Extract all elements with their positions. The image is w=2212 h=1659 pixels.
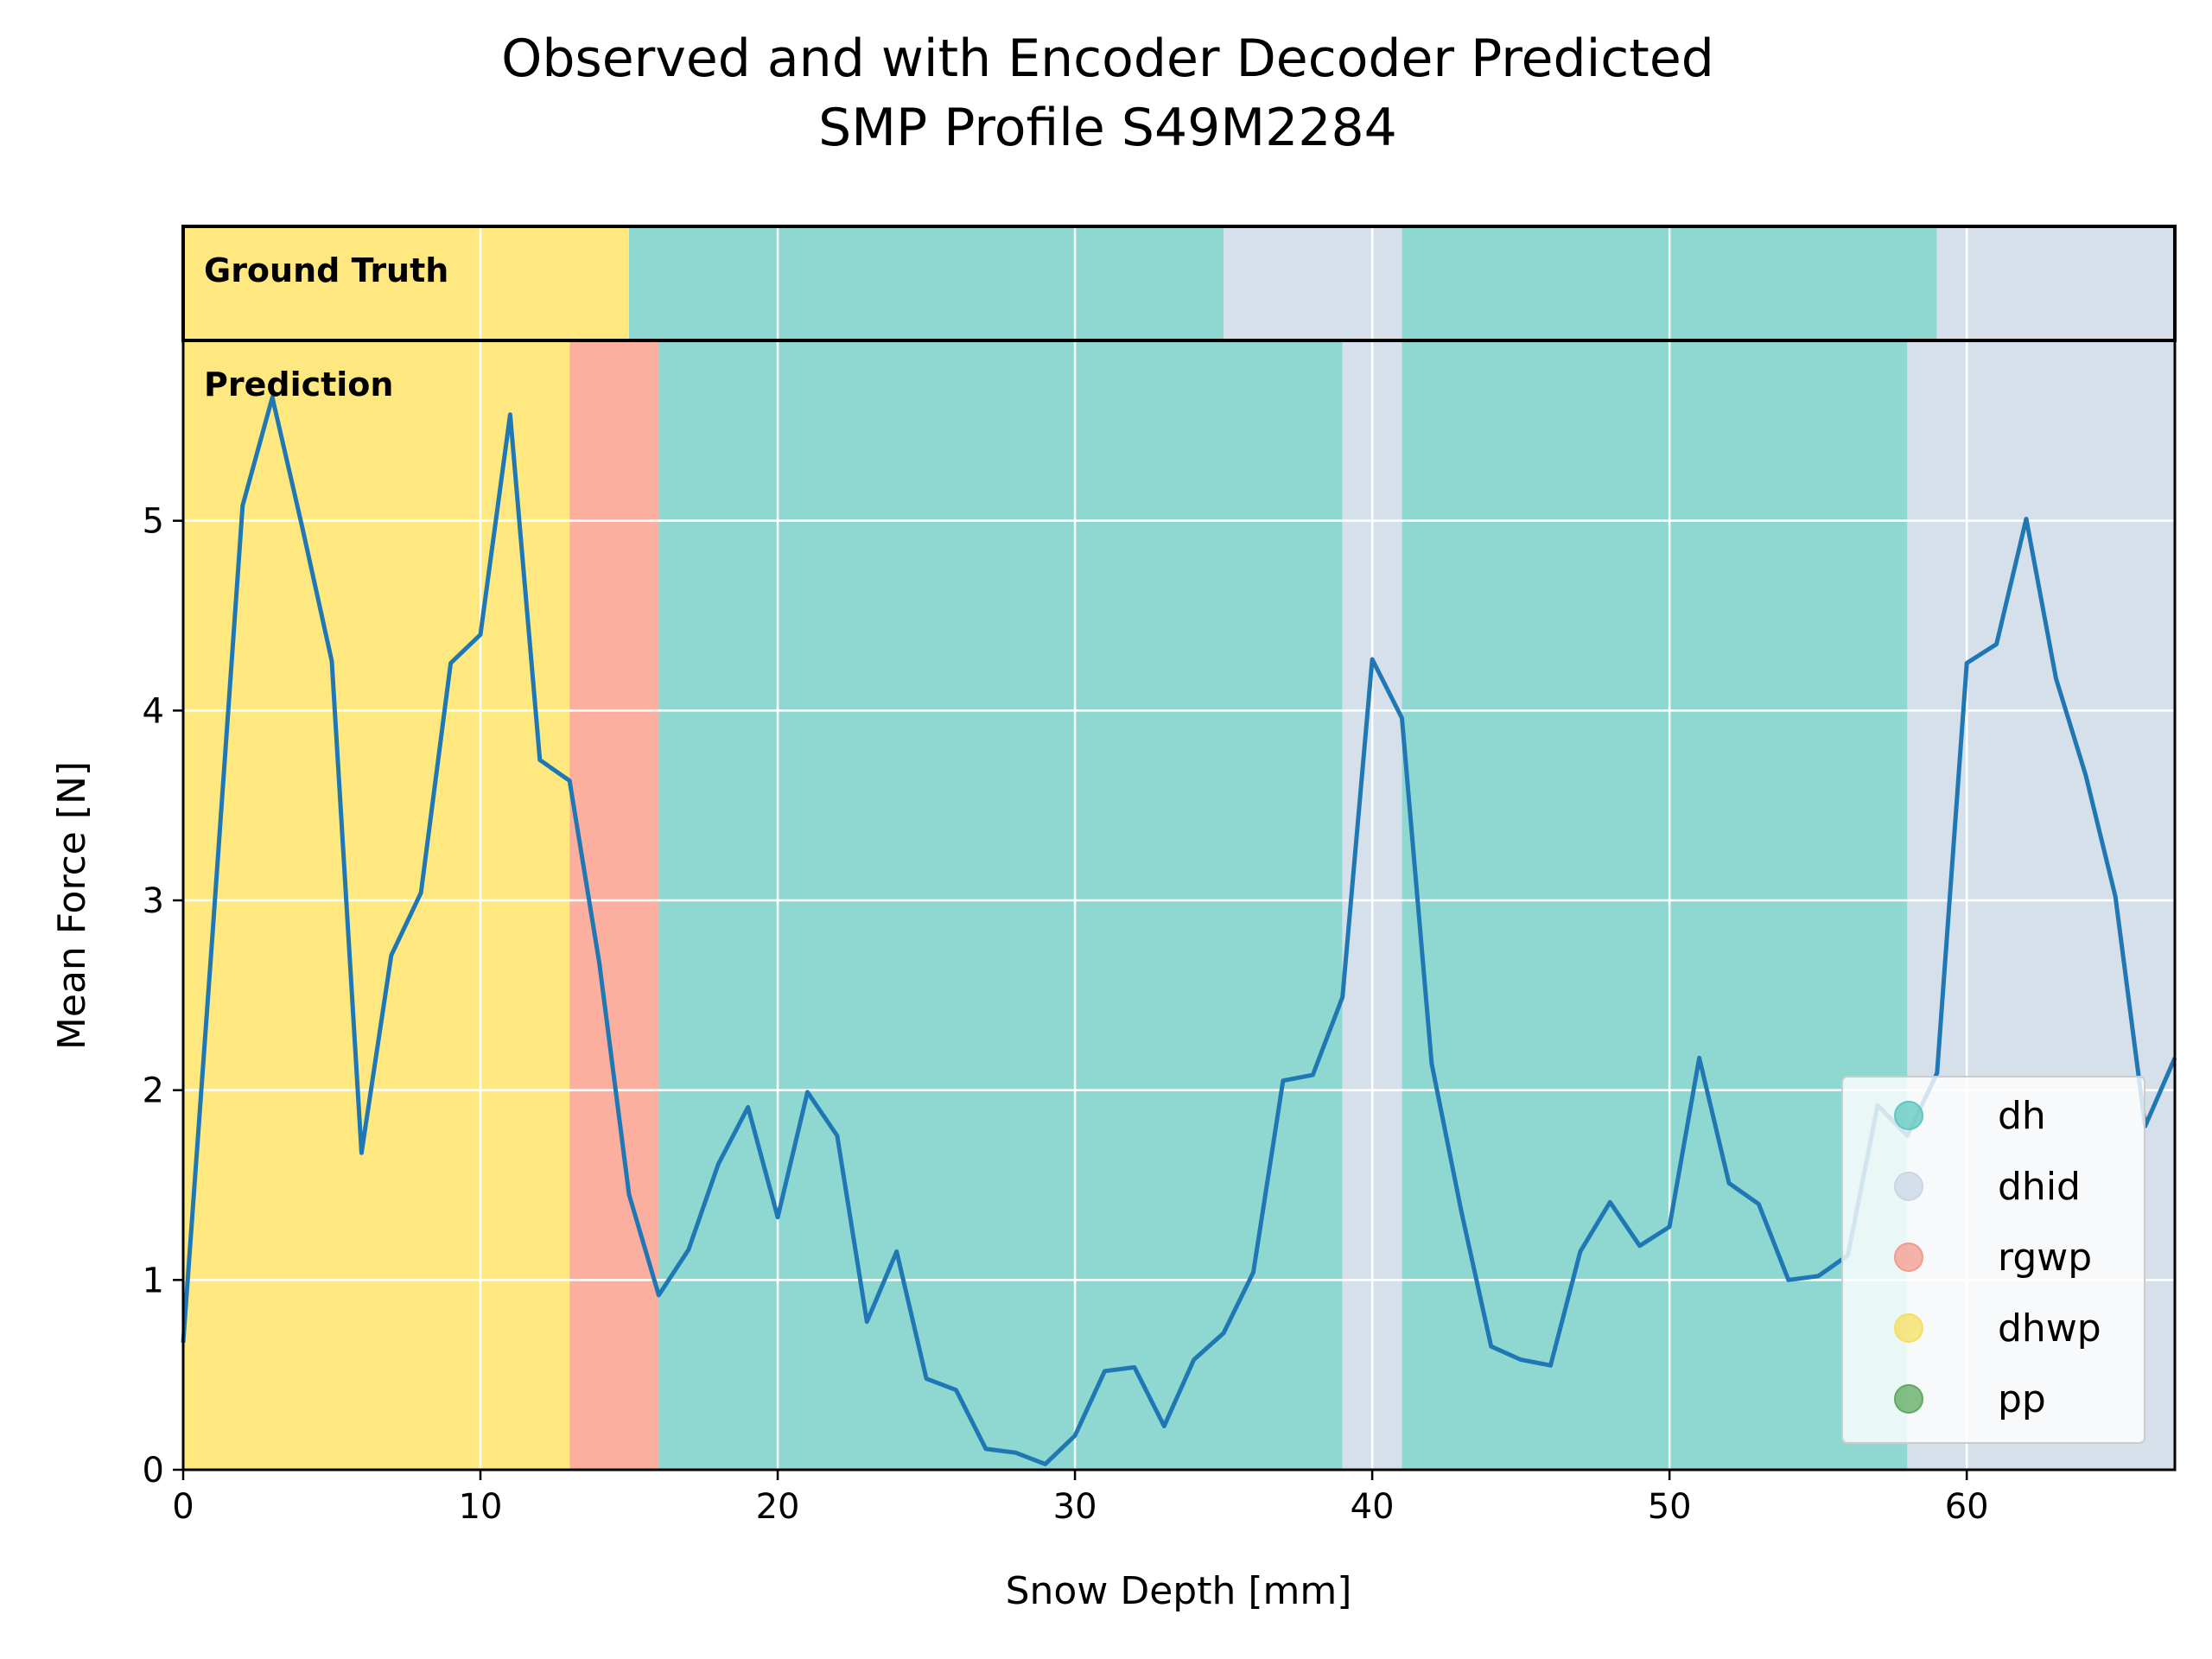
legend-label-dhwp: dhwp <box>1998 1306 2101 1351</box>
legend-marker-dhid <box>1894 1172 1923 1201</box>
legend-marker-dh <box>1894 1101 1923 1130</box>
ground-truth-segment-dhwp <box>183 226 630 340</box>
y-axis-label: Mean Force [N] <box>50 761 94 1050</box>
y-axis-ticks: 0 1 2 3 4 5 <box>143 502 183 1491</box>
ground-truth-segment-dh <box>629 226 1224 340</box>
x-tick-label: 10 <box>459 1487 503 1527</box>
legend-label-rgwp: rgwp <box>1998 1236 2092 1280</box>
grid-lines <box>181 226 2175 1471</box>
legend-label-dh: dh <box>1998 1094 2046 1138</box>
x-tick-label: 0 <box>172 1487 194 1527</box>
y-tick-label: 0 <box>143 1451 164 1491</box>
legend-box <box>1841 1076 2145 1444</box>
prediction-segment-rgwp <box>569 340 659 1470</box>
x-tick-label: 60 <box>1945 1487 1989 1527</box>
x-tick-label: 50 <box>1648 1487 1692 1527</box>
ground-truth-band <box>183 226 2175 340</box>
y-tick-label: 3 <box>143 881 164 921</box>
legend-label-pp: pp <box>1998 1377 2046 1421</box>
prediction-segment-dhwp <box>183 340 570 1470</box>
legend-marker-pp <box>1894 1384 1923 1414</box>
prediction-segment-dh <box>658 340 1343 1470</box>
chart-title-line1: Observed and with Encoder Decoder Predic… <box>501 29 1714 89</box>
x-tick-label: 30 <box>1053 1487 1097 1527</box>
ground-truth-label: Ground Truth <box>204 251 448 289</box>
prediction-band <box>183 340 2175 1470</box>
plot-frame <box>181 339 2177 1471</box>
legend-marker-rgwp <box>1894 1243 1923 1272</box>
y-tick-label: 5 <box>143 502 164 542</box>
x-tick-label: 20 <box>756 1487 800 1527</box>
ground-truth-segment-dhid <box>1224 226 1402 340</box>
x-axis-label: Snow Depth [mm] <box>1006 1569 1352 1613</box>
x-tick-label: 40 <box>1351 1487 1395 1527</box>
legend-label-dhid: dhid <box>1998 1165 2081 1209</box>
legend-marker-dhwp <box>1894 1313 1923 1343</box>
y-tick-label: 1 <box>143 1261 164 1300</box>
x-axis-ticks: 0 10 20 30 40 50 60 <box>172 1470 1989 1527</box>
ground-truth-segment-dhid <box>1936 226 2175 340</box>
y-tick-label: 2 <box>143 1071 164 1111</box>
chart-title-line2: SMP Profile S49M2284 <box>818 98 1397 158</box>
legend: dh dhid rgwp dhwp pp <box>1841 1076 2145 1444</box>
prediction-label: Prediction <box>204 365 393 404</box>
prediction-segment-dh <box>1402 340 1908 1470</box>
y-tick-label: 4 <box>143 691 164 731</box>
